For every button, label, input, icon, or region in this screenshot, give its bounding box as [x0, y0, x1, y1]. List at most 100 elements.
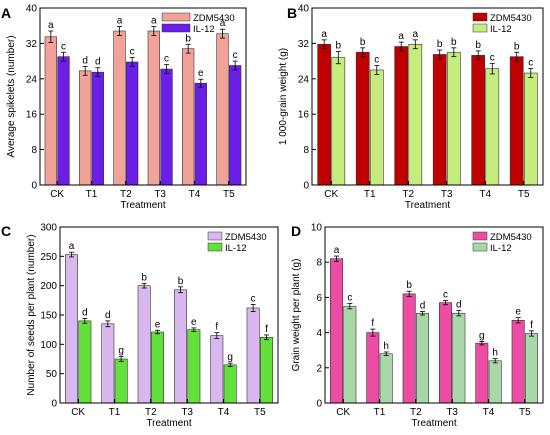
legend-swatch [472, 23, 488, 33]
x-axis-title: Treatment [120, 200, 165, 211]
legend-label: ZDM5430 [193, 13, 235, 24]
x-tick-label: T3 [446, 407, 458, 418]
bar [511, 319, 525, 404]
x-tick-label: T2 [410, 407, 422, 418]
bar [432, 54, 447, 186]
x-tick-label: CK [71, 407, 85, 418]
bar [343, 305, 357, 404]
legend-swatch [472, 242, 488, 252]
significance-letter: h [383, 341, 389, 352]
bar [174, 289, 187, 404]
significance-letter: d [420, 300, 426, 311]
x-axis-title: Treatment [411, 418, 456, 429]
bar [101, 323, 115, 404]
significance-letter: c [233, 50, 238, 61]
bar [160, 68, 173, 186]
y-tick-label: 8 [303, 145, 309, 156]
bar [330, 258, 343, 404]
significance-letter: a [220, 18, 226, 29]
y-tick-label: 8 [31, 145, 37, 156]
bar [57, 56, 70, 186]
legend-swatch [161, 23, 191, 33]
significance-letter: h [492, 348, 498, 359]
significance-letter: b [336, 40, 342, 51]
bar [216, 33, 229, 186]
y-tick-label: 16 [26, 110, 38, 121]
bar [475, 342, 489, 404]
y-tick-label: 200 [40, 281, 57, 292]
bar [187, 329, 201, 404]
significance-letter: e [155, 319, 161, 330]
y-tick-label: 32 [26, 39, 38, 50]
bar [446, 51, 461, 186]
significance-letter: e [515, 307, 521, 318]
bar [525, 333, 538, 404]
bar [113, 30, 126, 186]
y-tick-label: 4 [316, 328, 322, 339]
significance-letter: b [514, 41, 520, 52]
significance-letter: f [530, 320, 533, 331]
y-tick-label: 0 [31, 181, 37, 192]
x-tick-label: T4 [479, 189, 491, 200]
bar [366, 332, 380, 404]
y-tick-label: 2 [316, 363, 322, 374]
significance-letter: f [371, 318, 374, 329]
significance-letter: e [191, 317, 197, 328]
bar [485, 68, 500, 186]
panel-label: D [291, 223, 301, 239]
x-tick-label: CK [324, 189, 338, 200]
x-tick-label: T3 [181, 407, 193, 418]
bar [488, 360, 502, 404]
significance-letter: a [151, 16, 157, 27]
y-tick-label: 6 [316, 293, 322, 304]
significance-letter: f [265, 324, 268, 335]
significance-letter: d [82, 55, 88, 66]
significance-letter: c [164, 54, 169, 65]
x-tick-label: T1 [374, 407, 386, 418]
y-tick-label: 40 [298, 4, 310, 15]
bar [331, 57, 346, 186]
bar [229, 65, 242, 186]
bar [416, 312, 429, 404]
bar [78, 320, 92, 404]
legend-label: ZDM5430 [225, 232, 267, 243]
bar [439, 302, 452, 404]
bar [194, 82, 207, 186]
legend-swatch [161, 12, 191, 22]
x-tick-label: T1 [86, 189, 98, 200]
bar [126, 61, 139, 186]
panel-label: A [1, 5, 11, 21]
significance-letter: d [95, 57, 101, 68]
x-tick-label: T2 [402, 189, 414, 200]
significance-letter: c [251, 293, 256, 304]
legend-label: ZDM5430 [490, 232, 532, 243]
significance-letter: c [374, 55, 379, 66]
legend-swatch [207, 231, 223, 241]
y-tick-label: 300 [40, 223, 57, 234]
significance-letter: c [130, 47, 135, 58]
significance-letter: g [479, 330, 485, 341]
significance-letter: b [141, 272, 147, 283]
bar [210, 335, 224, 404]
y-tick-label: 0 [303, 181, 309, 192]
x-tick-label: CK [50, 189, 64, 200]
bar [408, 43, 423, 186]
significance-letter: b [178, 276, 184, 287]
bar [260, 336, 273, 404]
plot-frame [39, 7, 247, 186]
y-tick-label: 8 [316, 258, 322, 269]
significance-letter: a [321, 29, 327, 40]
significance-letter: g [118, 346, 124, 357]
y-tick-label: 32 [298, 39, 310, 50]
bar [151, 331, 164, 404]
legend-label: IL-12 [225, 243, 247, 254]
bar [182, 48, 195, 186]
significance-letter: a [48, 20, 54, 31]
bar [137, 285, 151, 404]
legend-swatch [207, 242, 223, 252]
bar [65, 254, 78, 404]
x-tick-label: T4 [189, 189, 201, 200]
x-tick-label: T4 [218, 407, 230, 418]
significance-letter: b [406, 280, 412, 291]
